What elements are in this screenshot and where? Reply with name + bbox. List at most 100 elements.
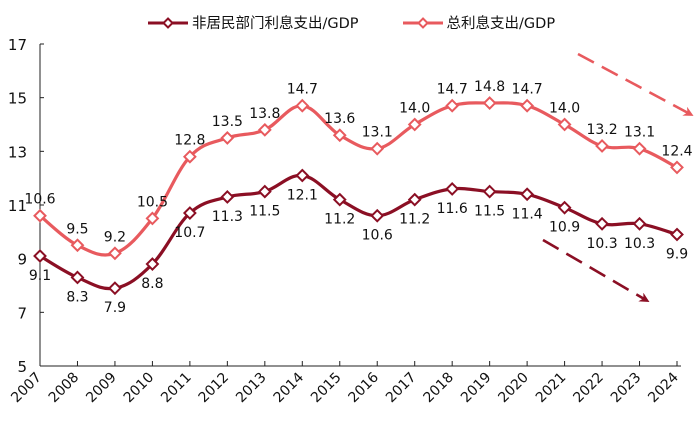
diamond-marker-icon bbox=[33, 208, 47, 223]
x-tick-label: 2024 bbox=[645, 369, 682, 406]
x-tick-label: 2011 bbox=[158, 370, 195, 407]
x-tick-label: 2021 bbox=[533, 370, 570, 407]
diamond-marker-icon bbox=[108, 246, 122, 261]
diamond-marker-icon bbox=[257, 122, 272, 137]
data-label: 10.3 bbox=[586, 236, 617, 252]
data-labels: 9.1 8.3 7.9 8.8 10.7 11.3 11.5 12.1 11.2 10.6 11.2… bbox=[24, 79, 692, 316]
chart-legend: 非居民部门利息支出/GDP 总利息支出/GDP bbox=[148, 12, 555, 33]
diamond-marker-icon bbox=[182, 206, 197, 220]
diamond-marker-icon bbox=[70, 238, 85, 253]
data-label: 9.5 bbox=[66, 221, 88, 237]
x-tick-label: 2014 bbox=[271, 369, 308, 406]
data-label: 11.6 bbox=[437, 201, 468, 217]
x-tick-label: 2013 bbox=[233, 370, 270, 407]
data-label: 13.2 bbox=[586, 122, 617, 138]
data-label: 10.6 bbox=[24, 192, 55, 208]
diamond-marker-icon bbox=[182, 149, 197, 164]
diamond-marker-icon bbox=[520, 98, 535, 113]
diamond-marker-icon bbox=[370, 208, 385, 223]
y-tick-label: 11 bbox=[8, 197, 27, 215]
data-label: 14.7 bbox=[287, 82, 318, 98]
diamond-marker-icon bbox=[670, 227, 684, 242]
x-tick-label: 2023 bbox=[608, 370, 645, 407]
data-label: 10.7 bbox=[174, 225, 205, 241]
diamond-marker-icon bbox=[257, 184, 272, 199]
legend-line-diamond-marker-icon bbox=[402, 16, 443, 29]
series-line-non-resident bbox=[39, 173, 678, 291]
data-label: 12.8 bbox=[174, 133, 205, 149]
x-tick-label: 2010 bbox=[121, 370, 158, 407]
data-label: 8.3 bbox=[66, 289, 88, 305]
dashed-trend-arrow-icon bbox=[577, 52, 694, 116]
y-tick-label: 15 bbox=[8, 90, 27, 108]
diamond-marker-icon bbox=[370, 141, 385, 156]
x-tick-label: 2015 bbox=[308, 370, 345, 407]
diamond-marker-icon bbox=[557, 200, 572, 215]
diamond-marker-icon bbox=[295, 168, 310, 183]
data-label: 10.5 bbox=[137, 194, 168, 210]
data-label: 11.5 bbox=[249, 204, 280, 220]
x-tick-label: 2018 bbox=[420, 370, 457, 407]
diamond-marker-icon bbox=[145, 257, 160, 271]
x-tick-label: 2009 bbox=[83, 370, 120, 407]
data-label: 14.7 bbox=[437, 82, 468, 98]
diamond-marker-icon bbox=[632, 141, 647, 156]
legend-label: 非居民部门利息支出/GDP bbox=[192, 16, 359, 32]
legend-label: 总利息支出/GDP bbox=[446, 16, 556, 32]
diamond-marker-icon bbox=[520, 187, 535, 202]
x-tick-label: 2017 bbox=[383, 370, 420, 407]
x-tick-label: 2016 bbox=[346, 369, 383, 406]
x-tick-label: 2020 bbox=[495, 370, 532, 407]
data-label: 9.1 bbox=[29, 268, 51, 284]
data-label: 14.7 bbox=[512, 82, 543, 98]
data-label: 11.2 bbox=[324, 212, 355, 228]
x-tick-label: 2012 bbox=[196, 370, 233, 407]
data-label: 11.3 bbox=[212, 209, 243, 225]
data-label: 12.4 bbox=[661, 143, 692, 159]
data-label: 9.2 bbox=[104, 229, 126, 245]
y-tick-label: 13 bbox=[8, 143, 27, 161]
diamond-marker-icon bbox=[220, 131, 235, 145]
legend-line-diamond-marker-icon bbox=[148, 16, 188, 29]
diamond-marker-icon bbox=[670, 160, 684, 175]
legend-item-total: 总利息支出/GDP bbox=[402, 12, 556, 33]
data-label: 14.0 bbox=[549, 101, 580, 117]
diamond-marker-icon bbox=[445, 98, 460, 113]
diamond-marker-icon bbox=[557, 117, 572, 132]
diamond-marker-icon bbox=[332, 192, 347, 207]
diamond-marker-icon bbox=[108, 281, 122, 296]
diamond-marker-icon bbox=[482, 184, 497, 199]
data-label: 12.1 bbox=[287, 187, 318, 203]
data-label: 13.5 bbox=[212, 114, 243, 130]
data-label: 13.8 bbox=[249, 106, 280, 122]
legend-item-non-resident: 非居民部门利息支出/GDP bbox=[148, 12, 359, 33]
diamond-marker-icon bbox=[445, 181, 460, 196]
diamond-marker-icon bbox=[220, 190, 235, 204]
data-label: 13.1 bbox=[362, 125, 393, 141]
data-label: 14.8 bbox=[474, 79, 505, 95]
x-tick-label: 2022 bbox=[570, 370, 607, 407]
diamond-marker-icon bbox=[332, 128, 347, 143]
data-label: 11.2 bbox=[399, 212, 430, 228]
data-label: 13.1 bbox=[624, 125, 655, 141]
trend-arrows bbox=[542, 52, 694, 303]
data-label: 14.0 bbox=[399, 101, 430, 117]
diamond-marker-icon bbox=[595, 139, 609, 153]
data-label: 11.4 bbox=[512, 206, 543, 222]
diamond-marker-icon bbox=[407, 117, 422, 132]
data-label: 8.8 bbox=[141, 276, 163, 292]
diamond-marker-icon bbox=[295, 98, 310, 113]
data-label: 10.9 bbox=[549, 220, 580, 236]
y-tick-label: 17 bbox=[8, 36, 27, 54]
data-label: 9.9 bbox=[666, 247, 688, 263]
dashed-trend-arrow-icon bbox=[542, 238, 650, 303]
data-label: 11.5 bbox=[474, 204, 505, 220]
diamond-marker-icon bbox=[595, 216, 609, 231]
series-lines bbox=[33, 96, 684, 296]
data-label: 10.6 bbox=[362, 228, 393, 244]
data-label: 7.9 bbox=[104, 300, 126, 316]
diamond-marker-icon bbox=[70, 270, 85, 285]
series-line-total bbox=[38, 101, 678, 257]
diamond-marker-icon bbox=[632, 216, 647, 231]
